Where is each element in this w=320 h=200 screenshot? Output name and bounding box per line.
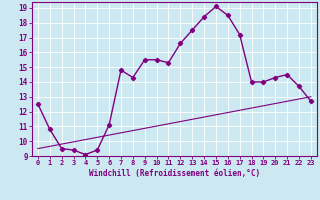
X-axis label: Windchill (Refroidissement éolien,°C): Windchill (Refroidissement éolien,°C) xyxy=(89,169,260,178)
